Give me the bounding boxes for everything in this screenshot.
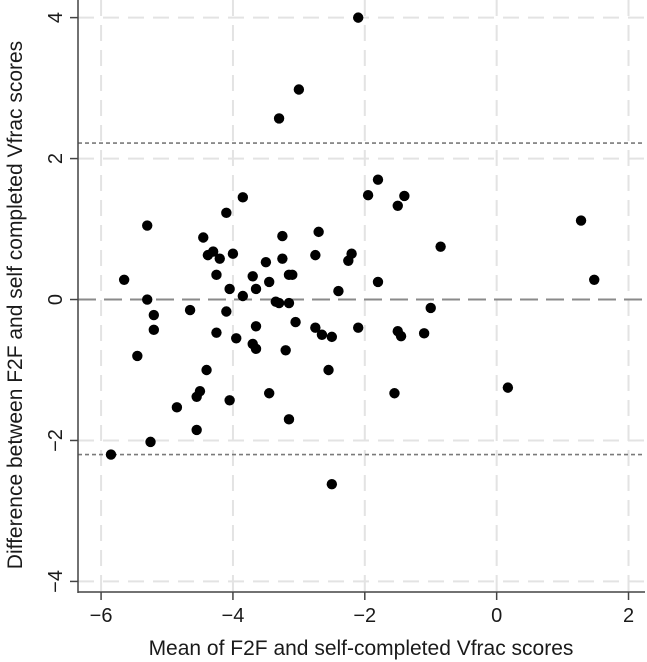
data-point [224, 283, 235, 295]
data-point [425, 302, 436, 314]
data-point [260, 256, 272, 268]
x-tick-label: 0 [491, 605, 502, 627]
data-point [372, 276, 384, 288]
data-point [435, 241, 446, 252]
data-point [145, 436, 156, 448]
data-point [237, 290, 249, 302]
data-point [283, 297, 295, 309]
y-tick-label: −4 [45, 570, 67, 593]
data-point [353, 12, 364, 23]
data-point [227, 248, 239, 259]
data-point [105, 449, 117, 460]
data-point [293, 84, 305, 95]
y-tick-label: 2 [45, 153, 67, 164]
data-point [310, 322, 321, 333]
data-point [211, 327, 222, 338]
data-point [142, 294, 153, 305]
x-tick-label: −2 [353, 605, 376, 627]
data-point [589, 274, 600, 285]
data-point [250, 321, 262, 332]
data-point [263, 276, 275, 288]
data-point [171, 402, 183, 413]
data-point [273, 113, 285, 124]
data-point [277, 230, 288, 242]
reference-lines [78, 142, 645, 456]
data-point [326, 331, 338, 343]
data-point [290, 316, 301, 328]
data-point [191, 424, 202, 436]
data-point [343, 255, 354, 266]
data-point [118, 274, 130, 285]
data-point [221, 306, 232, 317]
data-point [323, 364, 334, 376]
data-point [277, 253, 288, 264]
data-point [502, 382, 514, 393]
data-point [231, 333, 242, 344]
data-point [211, 269, 222, 281]
x-tick-label: −6 [90, 605, 113, 627]
data-point [198, 232, 209, 243]
data-point [132, 350, 143, 362]
y-tick-label: 4 [45, 12, 67, 23]
data-point [372, 174, 384, 185]
data-point [148, 324, 160, 336]
axes [77, 0, 645, 593]
data-point [214, 253, 225, 264]
x-axis-label: Mean of F2F and self-completed Vfrac sco… [149, 637, 574, 660]
data-point [389, 388, 400, 399]
x-tick-label: 2 [623, 605, 634, 627]
data-point [316, 329, 328, 340]
data-point [263, 388, 275, 399]
data-point [353, 322, 364, 333]
data-point [184, 304, 196, 316]
data-point [221, 207, 232, 219]
data-point [575, 215, 587, 226]
data-point [399, 190, 410, 202]
data-point [142, 220, 153, 231]
x-tick-label: −4 [222, 605, 245, 627]
y-tick-label: 0 [45, 294, 67, 305]
data-point [191, 391, 202, 402]
data-point [310, 249, 321, 261]
data-point [287, 269, 298, 281]
data-point [237, 192, 249, 203]
data-point [247, 271, 258, 282]
data-point [326, 478, 338, 490]
y-axis-label: Difference between F2F and self complete… [4, 41, 27, 569]
data-points [105, 12, 600, 490]
data-point [313, 226, 324, 238]
data-point [418, 328, 430, 339]
data-point [148, 309, 160, 321]
data-point [201, 364, 212, 376]
data-point [224, 395, 235, 406]
data-point [395, 330, 407, 342]
data-point [283, 414, 295, 425]
data-point [392, 200, 403, 211]
grid-layer [78, 0, 645, 592]
data-point [250, 283, 262, 295]
y-tick-label: −2 [45, 429, 67, 452]
data-point [362, 190, 374, 201]
data-point [273, 297, 285, 309]
data-point [333, 285, 344, 297]
data-point [202, 249, 214, 261]
data-point [280, 345, 291, 356]
data-point [250, 343, 262, 355]
tick-marks: −6 −4 −2 0 2 −4 −2 0 2 4 [45, 12, 634, 627]
